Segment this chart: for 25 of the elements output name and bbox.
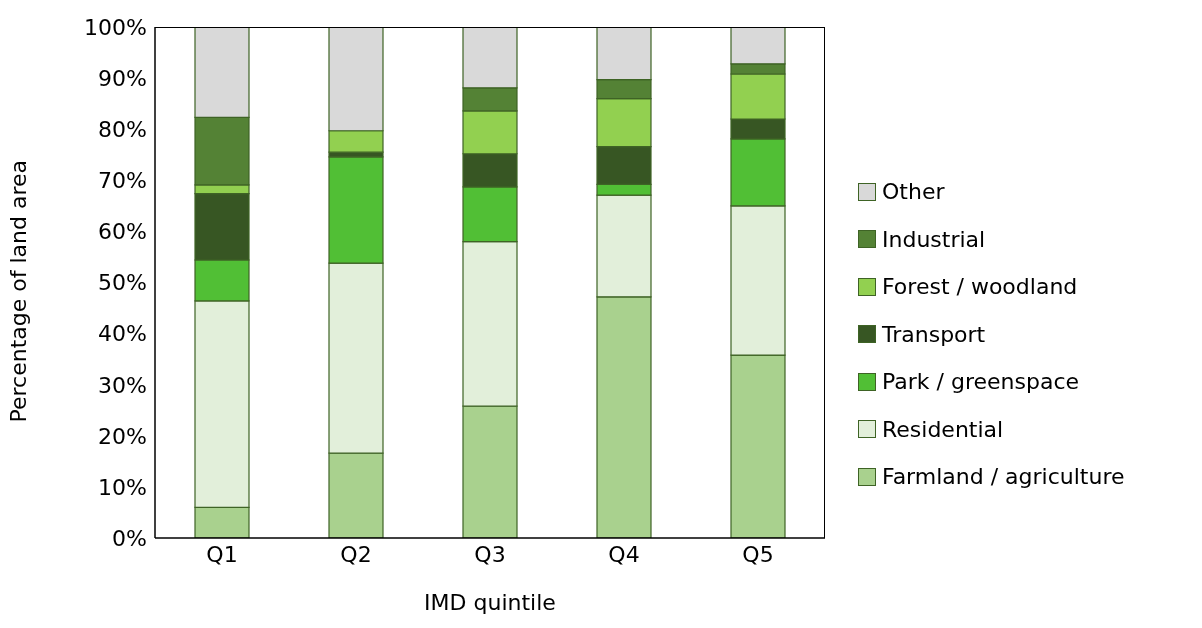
y-tick-label: 90% [98, 65, 147, 91]
legend-label: Residential [882, 415, 1004, 444]
y-tick-label: 30% [98, 372, 147, 398]
legend-label: Park / greenspace [882, 368, 1080, 396]
legend-label: Other [882, 178, 945, 206]
y-axis-title: Percentage of land area [5, 159, 31, 423]
legend-label: Industrial [882, 225, 986, 254]
x-tick-label: Q2 [340, 541, 372, 567]
y-tick-label: 80% [98, 117, 147, 143]
y-tick-label: 50% [98, 270, 147, 296]
legend-label: Forest / woodland [882, 273, 1078, 301]
y-tick-label: 60% [98, 219, 147, 245]
x-tick-label: Q3 [474, 541, 506, 567]
legend-label: Transport [882, 320, 986, 349]
y-tick-label: 100% [84, 14, 147, 40]
y-tick-label: 40% [98, 321, 147, 347]
x-tick-label: Q4 [608, 541, 640, 567]
x-tick-label: Q5 [742, 541, 774, 567]
x-tick-label: Q1 [206, 541, 238, 567]
y-tick-label: 10% [98, 474, 147, 500]
y-tick-label: 70% [98, 168, 147, 194]
y-tick-label: 0% [112, 525, 147, 551]
y-tick-label: 20% [98, 423, 147, 449]
legend-label: Farmland / agriculture [882, 463, 1125, 491]
x-axis-title: IMD quintile [424, 590, 556, 615]
